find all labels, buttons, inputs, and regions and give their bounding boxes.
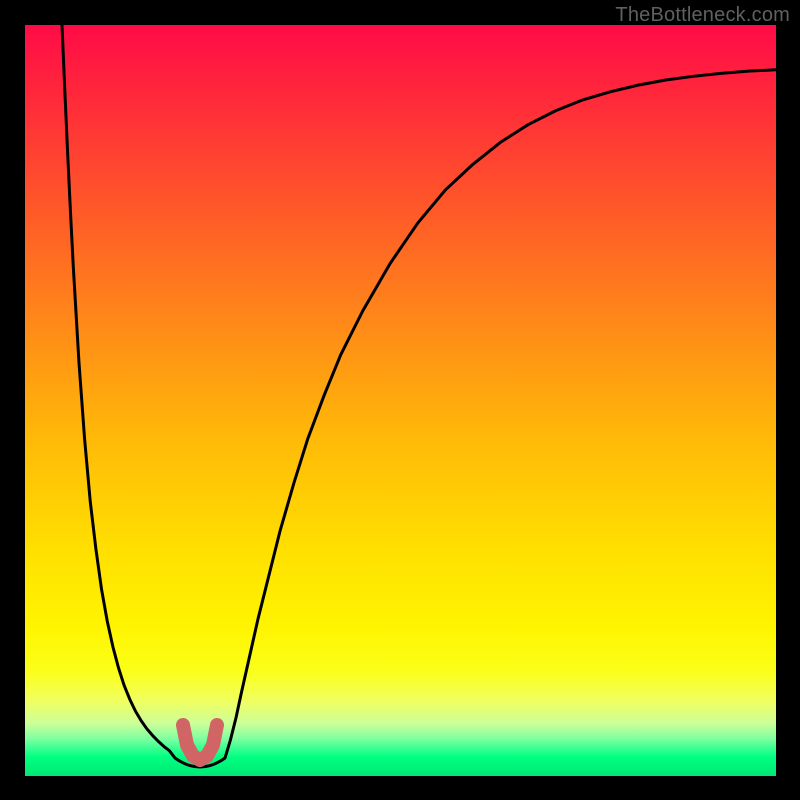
plot-area <box>25 25 776 776</box>
chart-container: TheBottleneck.com <box>0 0 800 800</box>
attribution-text: TheBottleneck.com <box>615 4 790 27</box>
bottleneck-chart <box>0 0 800 800</box>
